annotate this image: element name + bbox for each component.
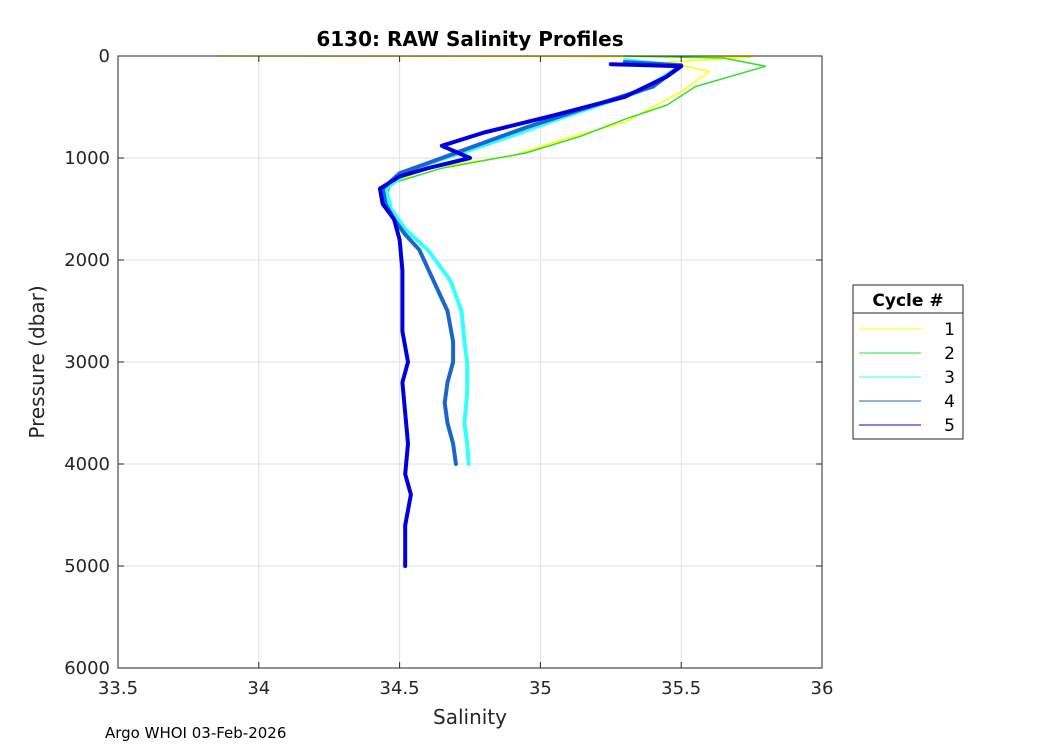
x-tick-label: 34.5 <box>380 678 420 699</box>
legend-box <box>852 284 964 440</box>
y-tick-label: 0 <box>99 46 110 67</box>
legend: Cycle #1 2 3 4 5 <box>852 284 964 440</box>
chart-title: 6130: RAW Salinity Profiles <box>316 27 623 51</box>
legend-label-cycle-4: 4 <box>944 392 955 412</box>
y-axis-label: Pressure (dbar) <box>25 285 49 438</box>
y-tick-label: 4000 <box>64 454 110 475</box>
x-tick-label: 34 <box>247 678 270 699</box>
legend-title: Cycle # <box>872 291 943 311</box>
legend-label-cycle-5: 5 <box>944 416 955 436</box>
x-tick-label: 35.5 <box>661 678 701 699</box>
series-line-cycle-1 <box>215 55 753 220</box>
footer-credit: Argo WHOI 03-Feb-2026 <box>105 724 287 742</box>
y-tick-label: 2000 <box>64 250 110 271</box>
x-tick-label: 35 <box>529 678 552 699</box>
series-layer <box>215 55 767 568</box>
ticks: 33.5 34 34.5 35 35.5 36 0 1000 2000 3000 4000 5000 6… <box>64 46 833 699</box>
y-tick-label: 3000 <box>64 352 110 373</box>
y-tick-label: 1000 <box>64 148 110 169</box>
series-line-cycle-2 <box>384 55 767 220</box>
legend-label-cycle-1: 1 <box>944 320 955 340</box>
series-line-cycle-5 <box>377 62 684 568</box>
legend-label-cycle-2: 2 <box>944 344 955 364</box>
y-tick-label: 5000 <box>64 556 110 577</box>
legend-label-cycle-3: 3 <box>944 368 955 388</box>
x-axis-label: Salinity <box>433 705 507 729</box>
series-line-cycle-4 <box>380 60 684 466</box>
x-tick-label: 36 <box>811 678 834 699</box>
x-tick-label: 33.5 <box>98 678 138 699</box>
y-tick-label: 6000 <box>64 658 110 679</box>
